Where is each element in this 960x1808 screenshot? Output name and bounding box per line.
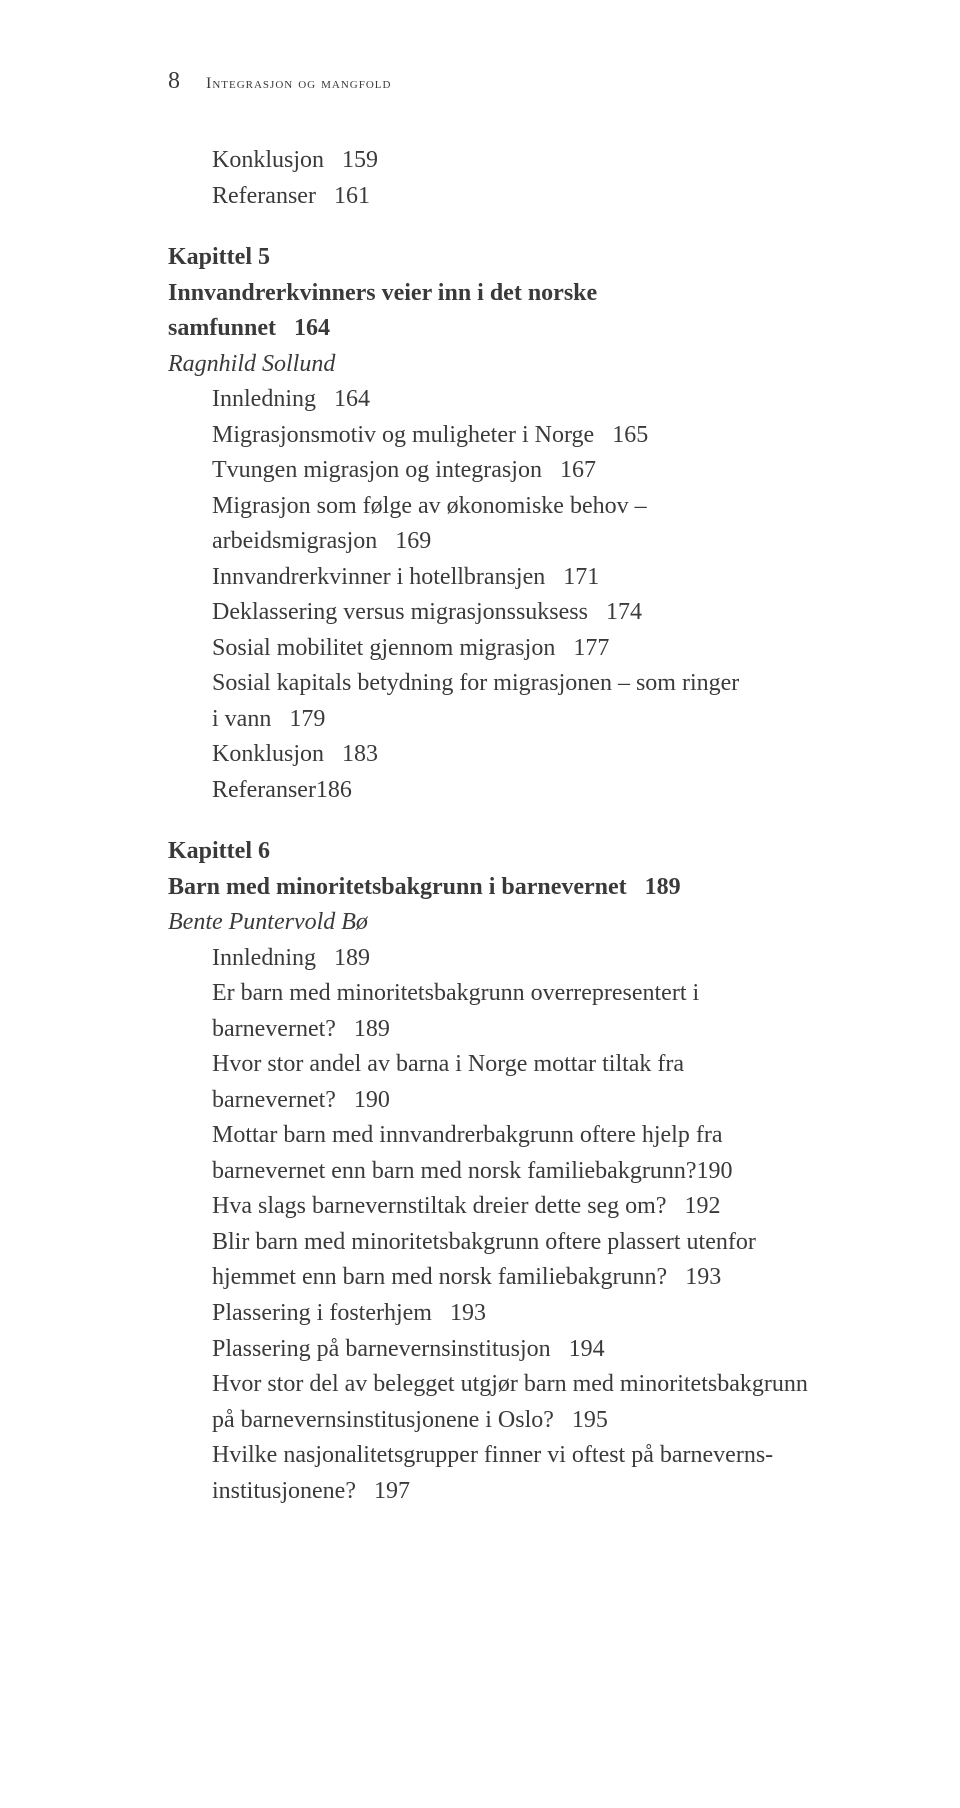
toc-entry: Referanser186 bbox=[168, 773, 830, 809]
toc-entry: Migrasjon som følge av økonomiske behov … bbox=[168, 489, 830, 525]
toc-entry: Konklusjon 183 bbox=[168, 737, 830, 773]
toc-entry-text: barnevernet? bbox=[212, 1016, 336, 1042]
toc-entry-text: hjemmet enn barn med norsk familiebakgru… bbox=[212, 1264, 667, 1290]
chapter-label: Kapittel 6 bbox=[168, 834, 830, 870]
toc-entry-text: Blir barn med minoritetsbakgrunn oftere … bbox=[212, 1229, 756, 1255]
toc-entry-text: Innledning bbox=[212, 945, 316, 971]
toc-entry-text: Hvilke nasjonalitetsgrupper finner vi of… bbox=[212, 1442, 773, 1468]
page-container: 8 Integrasjon og mangfold Konklusjon 159… bbox=[0, 0, 960, 1569]
toc-entry-text: Mottar barn med innvandrerbakgrunn ofter… bbox=[212, 1122, 722, 1148]
toc-entry-page: 189 bbox=[354, 1016, 390, 1042]
toc-entry-text: Hva slags barnevernstiltak dreier dette … bbox=[212, 1193, 667, 1219]
toc-entry-page: 177 bbox=[573, 635, 609, 661]
toc-entry: institusjonene? 197 bbox=[168, 1474, 830, 1510]
toc-entry-page: 161 bbox=[334, 183, 370, 209]
toc-entry-text: Deklassering versus migrasjonssuksess bbox=[212, 599, 588, 625]
toc-entry: Mottar barn med innvandrerbakgrunn ofter… bbox=[168, 1118, 830, 1154]
toc-entry: arbeidsmigrasjon 169 bbox=[168, 524, 830, 560]
toc-entry-page: 189 bbox=[334, 945, 370, 971]
toc-entry: Hvilke nasjonalitetsgrupper finner vi of… bbox=[168, 1438, 830, 1474]
chapter-title-line: samfunnet bbox=[168, 315, 276, 341]
toc-entry-text: Plassering på barnevernsinstitusjon bbox=[212, 1336, 551, 1362]
toc-entry: Blir barn med minoritetsbakgrunn oftere … bbox=[168, 1225, 830, 1261]
toc-entry: Sosial mobilitet gjennom migrasjon 177 bbox=[168, 631, 830, 667]
toc-entry-text: Sosial kapitals betydning for migrasjone… bbox=[212, 670, 739, 696]
toc-entry-page: 167 bbox=[560, 457, 596, 483]
toc-entry: barnevernet enn barn med norsk familieba… bbox=[168, 1154, 830, 1190]
chapter-author: Bente Puntervold Bø bbox=[168, 905, 830, 941]
toc-entry-text: barnevernet? bbox=[212, 1087, 336, 1113]
toc-entry-text: arbeidsmigrasjon bbox=[212, 528, 377, 554]
toc-entry: Referanser 161 bbox=[168, 179, 830, 215]
toc-entry-page: 165 bbox=[612, 422, 648, 448]
running-title: Integrasjon og mangfold bbox=[206, 75, 391, 93]
toc-entry-text: Konklusjon bbox=[212, 741, 324, 767]
toc-entry-text: Tvungen migrasjon og integrasjon bbox=[212, 457, 542, 483]
toc-entry-page: 193 bbox=[685, 1264, 721, 1290]
toc-entry: Er barn med minoritetsbakgrunn overrepre… bbox=[168, 976, 830, 1012]
toc-entry: Deklassering versus migrasjonssuksess 17… bbox=[168, 595, 830, 631]
toc-entry: barnevernet? 189 bbox=[168, 1012, 830, 1048]
toc-entry-page: 183 bbox=[342, 741, 378, 767]
toc-entry: Hvor stor del av belegget utgjør barn me… bbox=[168, 1367, 830, 1403]
toc-entry: Migrasjonsmotiv og muligheter i Norge 16… bbox=[168, 418, 830, 454]
toc-entry-text: Hvor stor andel av barna i Norge mottar … bbox=[212, 1051, 684, 1077]
toc-entry: Innledning 189 bbox=[168, 941, 830, 977]
toc-entry-text: Migrasjon som følge av økonomiske behov … bbox=[212, 493, 647, 519]
toc-entry-text: barnevernet enn barn med norsk familieba… bbox=[212, 1158, 732, 1184]
toc-entry-page: 194 bbox=[569, 1336, 605, 1362]
toc-entry: i vann 179 bbox=[168, 702, 830, 738]
table-of-contents: Konklusjon 159 Referanser 161 Kapittel 5… bbox=[168, 143, 830, 1509]
toc-entry-text: Innledning bbox=[212, 386, 316, 412]
chapter-author: Ragnhild Sollund bbox=[168, 347, 830, 383]
chapter-title: Barn med minoritetsbakgrunn i barneverne… bbox=[168, 870, 830, 906]
toc-entry: hjemmet enn barn med norsk familiebakgru… bbox=[168, 1260, 830, 1296]
toc-entry-page: 179 bbox=[289, 706, 325, 732]
toc-entry: Konklusjon 159 bbox=[168, 143, 830, 179]
toc-entry: Plassering på barnevernsinstitusjon 194 bbox=[168, 1332, 830, 1368]
toc-entry: Innledning 164 bbox=[168, 382, 830, 418]
toc-entry-text: Referanser186 bbox=[212, 777, 352, 803]
chapter-title: Innvandrerkvinners veier inn i det norsk… bbox=[168, 276, 830, 312]
toc-entry-page: 169 bbox=[395, 528, 431, 554]
toc-entry-page: 164 bbox=[334, 386, 370, 412]
toc-entry: på barnevernsinstitusjonene i Oslo? 195 bbox=[168, 1403, 830, 1439]
toc-entry-page: 190 bbox=[354, 1087, 390, 1113]
toc-entry-page: 192 bbox=[685, 1193, 721, 1219]
chapter-title-line: Innvandrerkvinners veier inn i det norsk… bbox=[168, 280, 597, 306]
toc-entry-page: 171 bbox=[563, 564, 599, 590]
running-header: 8 Integrasjon og mangfold bbox=[168, 68, 830, 95]
toc-entry-text: på barnevernsinstitusjonene i Oslo? bbox=[212, 1407, 554, 1433]
toc-entry: barnevernet? 190 bbox=[168, 1083, 830, 1119]
toc-entry: Hvor stor andel av barna i Norge mottar … bbox=[168, 1047, 830, 1083]
toc-entry-page: 193 bbox=[450, 1300, 486, 1326]
page-number: 8 bbox=[168, 68, 180, 95]
toc-entry-text: Konklusjon bbox=[212, 147, 324, 173]
toc-entry-text: institusjonene? bbox=[212, 1478, 356, 1504]
chapter-label: Kapittel 5 bbox=[168, 240, 830, 276]
toc-entry-page: 174 bbox=[606, 599, 642, 625]
toc-entry-page: 195 bbox=[572, 1407, 608, 1433]
chapter-title: samfunnet 164 bbox=[168, 311, 830, 347]
toc-entry-text: Migrasjonsmotiv og muligheter i Norge bbox=[212, 422, 594, 448]
toc-entry-text: Hvor stor del av belegget utgjør barn me… bbox=[212, 1371, 808, 1397]
chapter-page: 164 bbox=[294, 315, 330, 341]
chapter-page: 189 bbox=[645, 874, 681, 900]
toc-entry-text: Sosial mobilitet gjennom migrasjon bbox=[212, 635, 555, 661]
chapter-title-text: Barn med minoritetsbakgrunn i barneverne… bbox=[168, 874, 627, 900]
toc-entry: Innvandrerkvinner i hotellbransjen 171 bbox=[168, 560, 830, 596]
toc-entry-text: i vann bbox=[212, 706, 271, 732]
toc-entry: Plassering i fosterhjem 193 bbox=[168, 1296, 830, 1332]
toc-entry: Tvungen migrasjon og integrasjon 167 bbox=[168, 453, 830, 489]
toc-entry-page: 197 bbox=[374, 1478, 410, 1504]
toc-entry-text: Innvandrerkvinner i hotellbransjen bbox=[212, 564, 545, 590]
toc-entry-text: Referanser bbox=[212, 183, 316, 209]
toc-entry: Sosial kapitals betydning for migrasjone… bbox=[168, 666, 830, 702]
toc-entry-text: Er barn med minoritetsbakgrunn overrepre… bbox=[212, 980, 699, 1006]
toc-entry-text: Plassering i fosterhjem bbox=[212, 1300, 432, 1326]
toc-entry-page: 159 bbox=[342, 147, 378, 173]
toc-entry: Hva slags barnevernstiltak dreier dette … bbox=[168, 1189, 830, 1225]
